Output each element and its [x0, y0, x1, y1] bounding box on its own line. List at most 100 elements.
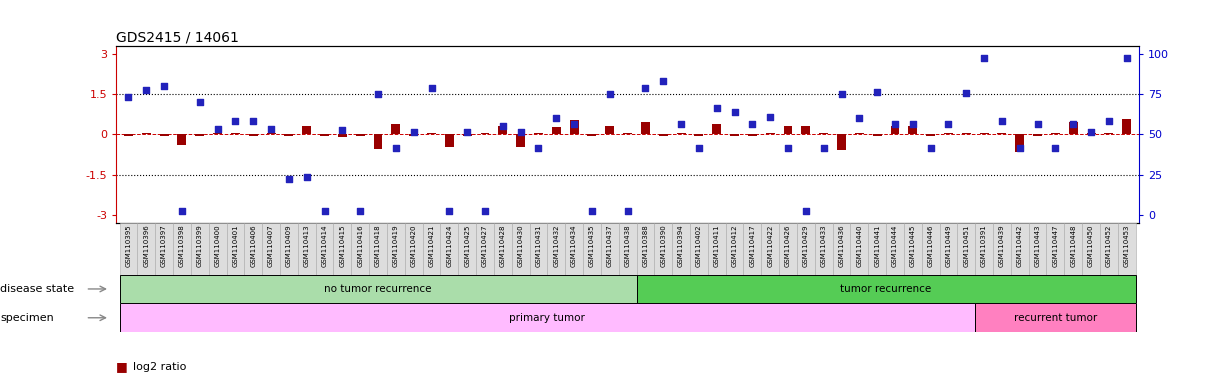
Text: GSM110446: GSM110446: [928, 224, 934, 267]
Bar: [534, 133, 543, 134]
Bar: [976, 223, 993, 275]
Point: [440, 208, 459, 214]
Text: GSM110391: GSM110391: [982, 224, 987, 267]
Bar: [409, 134, 418, 136]
Bar: [481, 133, 490, 134]
Text: GSM110445: GSM110445: [910, 224, 916, 266]
Bar: [1028, 223, 1046, 275]
Text: GSM110441: GSM110441: [874, 224, 880, 267]
Point: [243, 118, 263, 124]
Bar: [1082, 223, 1100, 275]
Bar: [761, 223, 779, 275]
Point: [1045, 145, 1065, 151]
Bar: [797, 223, 814, 275]
Point: [653, 78, 673, 84]
Bar: [125, 134, 133, 136]
Text: GSM110394: GSM110394: [678, 224, 684, 267]
Text: GSM110424: GSM110424: [447, 224, 452, 266]
Bar: [316, 223, 333, 275]
Bar: [904, 223, 922, 275]
Bar: [1087, 133, 1095, 134]
Bar: [779, 223, 797, 275]
Text: GSM110416: GSM110416: [358, 224, 363, 267]
Text: GSM110418: GSM110418: [375, 224, 381, 267]
Text: GSM110434: GSM110434: [571, 224, 578, 267]
Text: GSM110409: GSM110409: [286, 224, 292, 267]
Bar: [458, 223, 476, 275]
Bar: [886, 223, 904, 275]
Bar: [672, 223, 690, 275]
Bar: [890, 126, 900, 134]
Bar: [873, 134, 882, 136]
Text: GSM110414: GSM110414: [321, 224, 327, 267]
Text: GSM110419: GSM110419: [393, 224, 399, 267]
Bar: [547, 223, 565, 275]
Bar: [868, 223, 886, 275]
Point: [993, 118, 1012, 124]
Bar: [708, 223, 725, 275]
Bar: [214, 133, 222, 134]
Point: [1063, 121, 1083, 127]
Text: tumor recurrence: tumor recurrence: [840, 284, 932, 294]
Bar: [636, 275, 1136, 303]
Text: GSM110425: GSM110425: [464, 224, 470, 266]
Bar: [748, 134, 757, 136]
Point: [1010, 145, 1029, 151]
Text: log2 ratio: log2 ratio: [133, 362, 187, 372]
Bar: [1065, 223, 1082, 275]
Bar: [138, 223, 155, 275]
Bar: [944, 133, 952, 134]
Bar: [280, 223, 298, 275]
Bar: [690, 223, 708, 275]
Bar: [1068, 122, 1078, 134]
Bar: [495, 223, 512, 275]
Bar: [1105, 133, 1114, 134]
Bar: [195, 134, 204, 136]
Bar: [552, 127, 560, 134]
Text: GSM110433: GSM110433: [821, 224, 827, 267]
Bar: [142, 133, 150, 134]
Point: [742, 121, 762, 127]
Bar: [530, 223, 547, 275]
Point: [904, 121, 923, 127]
Point: [1117, 55, 1137, 61]
Bar: [177, 134, 187, 144]
Bar: [695, 134, 703, 136]
Text: GSM110449: GSM110449: [945, 224, 951, 267]
Bar: [444, 134, 454, 147]
Bar: [957, 223, 976, 275]
Point: [386, 145, 405, 151]
Text: GSM110399: GSM110399: [197, 224, 203, 267]
Text: GSM110435: GSM110435: [589, 224, 595, 267]
Point: [190, 99, 210, 105]
Bar: [855, 133, 863, 134]
Text: GSM110415: GSM110415: [339, 224, 346, 267]
Point: [493, 123, 513, 129]
Bar: [1117, 223, 1136, 275]
Text: GSM110448: GSM110448: [1071, 224, 1076, 267]
Point: [547, 115, 567, 121]
Bar: [908, 126, 917, 134]
Bar: [1016, 134, 1024, 152]
Bar: [654, 223, 672, 275]
Text: GSM110412: GSM110412: [731, 224, 737, 267]
Bar: [570, 121, 579, 134]
Point: [600, 91, 619, 97]
Point: [297, 174, 316, 180]
Bar: [979, 133, 989, 134]
Bar: [249, 134, 258, 136]
Text: GDS2415 / 14061: GDS2415 / 14061: [116, 31, 239, 45]
Text: GSM110444: GSM110444: [893, 224, 897, 266]
Bar: [1033, 134, 1042, 136]
Text: GSM110438: GSM110438: [625, 224, 630, 267]
Bar: [623, 133, 632, 134]
Text: GSM110400: GSM110400: [215, 224, 221, 267]
Bar: [160, 134, 168, 136]
Bar: [636, 223, 654, 275]
Bar: [730, 134, 739, 136]
Text: GSM110432: GSM110432: [553, 224, 559, 267]
Point: [672, 121, 691, 127]
Point: [475, 208, 495, 214]
Text: GSM110417: GSM110417: [750, 224, 756, 267]
Point: [761, 114, 780, 120]
